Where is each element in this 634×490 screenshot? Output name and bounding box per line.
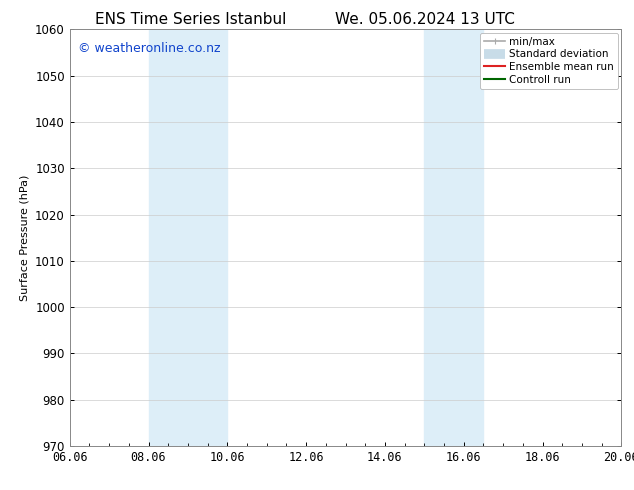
Text: ENS Time Series Istanbul: ENS Time Series Istanbul <box>94 12 286 27</box>
Bar <box>148 29 228 446</box>
Text: © weatheronline.co.nz: © weatheronline.co.nz <box>78 42 221 55</box>
Bar <box>424 29 483 446</box>
Legend: min/max, Standard deviation, Ensemble mean run, Controll run: min/max, Standard deviation, Ensemble me… <box>480 32 618 89</box>
Text: We. 05.06.2024 13 UTC: We. 05.06.2024 13 UTC <box>335 12 515 27</box>
Y-axis label: Surface Pressure (hPa): Surface Pressure (hPa) <box>20 174 30 301</box>
